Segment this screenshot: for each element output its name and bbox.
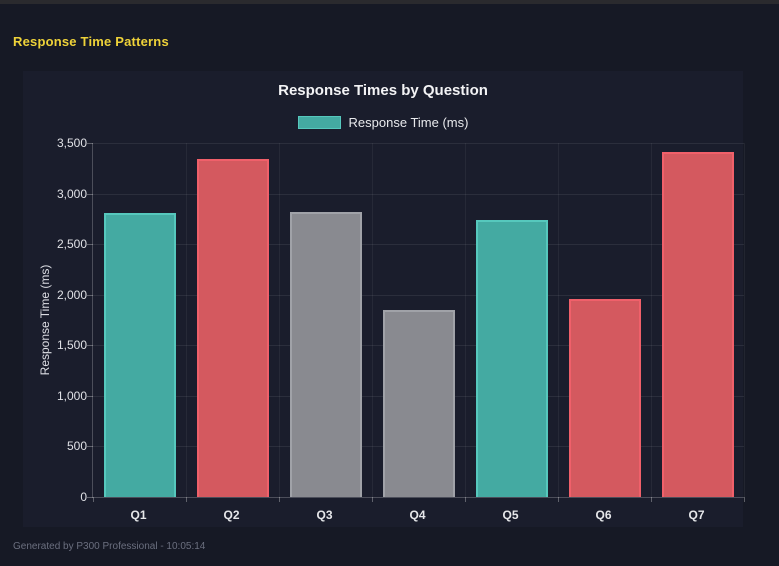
y-axis-tick-label: 1,500	[56, 338, 87, 353]
bar-q5[interactable]	[475, 219, 548, 497]
x-axis-labels: Q1 Q2 Q3 Q4 Q5 Q6 Q7	[92, 508, 743, 524]
gridline-vertical	[651, 143, 652, 497]
footer-text: Generated by P300 Professional - 10:05:1…	[13, 541, 206, 552]
legend-swatch	[297, 116, 341, 129]
legend-label: Response Time (ms)	[348, 115, 469, 130]
y-axis-tick-label: 2,000	[56, 287, 87, 302]
y-axis-tick	[87, 446, 93, 448]
x-axis-category-label: Q6	[595, 508, 612, 522]
gridline-vertical	[558, 143, 559, 497]
y-axis-tick	[87, 497, 93, 498]
y-axis-tick	[87, 244, 93, 246]
x-axis-tick	[558, 497, 559, 502]
x-axis-category-label: Q2	[223, 508, 240, 522]
x-axis-tick	[186, 497, 187, 502]
x-axis-tick	[279, 497, 280, 502]
y-axis-tick	[87, 395, 93, 397]
chart-legend-item[interactable]: Response Time (ms)	[23, 115, 743, 130]
gridline-vertical	[279, 143, 280, 497]
y-axis-tick-label: 500	[66, 439, 87, 454]
y-axis-tick-label: 1,000	[56, 388, 87, 403]
y-axis-labels: 0 500 1,000 1,500 2,000 2,500 3,000 3,500	[23, 136, 87, 504]
x-axis-category-label: Q3	[316, 508, 333, 522]
bar-q2[interactable]	[196, 159, 269, 497]
y-axis-tick	[87, 143, 93, 144]
y-axis-tick	[87, 345, 93, 347]
gridline-horizontal	[93, 294, 744, 296]
x-axis-category-label: Q1	[130, 508, 147, 522]
gridline-vertical	[465, 143, 466, 497]
x-axis-tick	[651, 497, 652, 502]
top-bar	[0, 0, 779, 4]
plot-area	[87, 143, 745, 502]
page-title: Response Time Patterns	[13, 34, 169, 49]
chart-title: Response Times by Question	[278, 82, 488, 99]
chart-panel: Response Times by Question Response Time…	[23, 71, 745, 527]
y-axis-tick	[87, 294, 93, 296]
x-axis-category-label: Q4	[409, 508, 426, 522]
x-axis-category-label: Q7	[688, 508, 705, 522]
bar-q6[interactable]	[568, 299, 641, 497]
gridline-horizontal	[93, 143, 744, 144]
y-axis-tick-label: 3,500	[56, 136, 87, 150]
x-axis-tick	[372, 497, 373, 502]
gridline-vertical	[372, 143, 373, 497]
gridline-horizontal	[93, 193, 744, 195]
bar-q3[interactable]	[289, 212, 362, 497]
y-axis-tick-label: 0	[80, 490, 87, 504]
x-axis-tick	[465, 497, 466, 502]
y-axis-tick	[87, 193, 93, 195]
x-axis-category-label: Q5	[502, 508, 519, 522]
x-axis-tick	[744, 497, 745, 502]
y-axis-tick-label: 3,000	[56, 186, 87, 201]
bar-q7[interactable]	[661, 151, 734, 497]
bar-q1[interactable]	[103, 212, 176, 497]
bar-q4[interactable]	[382, 310, 455, 497]
y-axis-tick-label: 2,500	[56, 237, 87, 252]
gridline-horizontal	[93, 244, 744, 246]
gridline-vertical	[744, 143, 745, 497]
x-axis-tick	[93, 497, 94, 502]
gridline-vertical	[186, 143, 187, 497]
